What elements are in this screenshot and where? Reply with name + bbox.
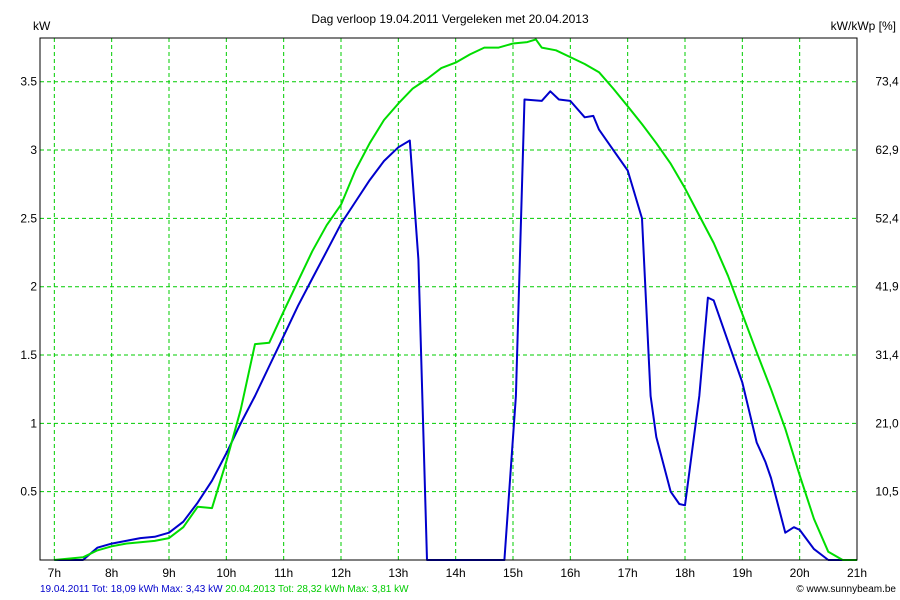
y-left-tick-label: 1	[30, 416, 37, 430]
chart-title: Dag verloop 19.04.2011 Vergeleken met 20…	[311, 12, 589, 26]
x-tick-label: 18h	[675, 566, 695, 580]
series-line	[54, 38, 857, 561]
legend-entry: 19.04.2011 Tot: 18,09 kWh Max: 3,43 kW	[40, 584, 223, 595]
y-left-tick-label: 3	[30, 143, 37, 157]
x-tick-label: 7h	[48, 566, 61, 580]
series-group	[54, 38, 857, 561]
x-tick-label: 14h	[446, 566, 466, 580]
plot-frame	[39, 37, 858, 561]
x-tick-label: 13h	[388, 566, 408, 580]
x-tick-label: 10h	[216, 566, 236, 580]
y-left-tick-label: 1.5	[20, 348, 37, 362]
tick-labels: 7h 8h 9h 10h 11h 12h 13h 14h 15h 16h 17h 18h 19h 20h 2…	[20, 75, 899, 580]
credit-text: © www.sunnybeam.be	[796, 584, 896, 595]
series-line	[54, 90, 843, 561]
grid	[40, 38, 857, 560]
x-tick-label: 20h	[790, 566, 810, 580]
y-left-tick-label: 0.5	[20, 485, 37, 499]
y-axis-left-label: kW	[33, 19, 51, 33]
y-left-tick-label: 3.5	[20, 75, 37, 89]
y-left-tick-label: 2	[30, 280, 37, 294]
y-axis-right-label: kW/kWp [%]	[831, 19, 896, 33]
y-right-tick-label: 62,9	[875, 143, 899, 157]
y-right-tick-label: 31,4	[875, 348, 899, 362]
x-tick-label: 8h	[105, 566, 118, 580]
x-tick-label: 15h	[503, 566, 523, 580]
x-tick-label: 16h	[560, 566, 580, 580]
legend-footer: 19.04.2011 Tot: 18,09 kWh Max: 3,43 kW 2…	[40, 584, 409, 595]
y-right-tick-label: 21,0	[875, 416, 899, 430]
legend-entry: 20.04.2013 Tot: 28,32 kWh Max: 3,81 kW	[223, 584, 410, 595]
x-tick-label: 12h	[331, 566, 351, 580]
x-tick-label: 21h	[847, 566, 867, 580]
y-right-tick-label: 73,4	[875, 75, 899, 89]
x-tick-label: 19h	[732, 566, 752, 580]
y-left-tick-label: 2.5	[20, 211, 37, 225]
x-tick-label: 17h	[618, 566, 638, 580]
y-right-tick-label: 52,4	[875, 211, 899, 225]
y-right-tick-label: 41,9	[875, 280, 899, 294]
y-right-tick-label: 10,5	[875, 485, 899, 499]
x-tick-label: 9h	[162, 566, 175, 580]
x-tick-label: 11h	[274, 566, 293, 580]
